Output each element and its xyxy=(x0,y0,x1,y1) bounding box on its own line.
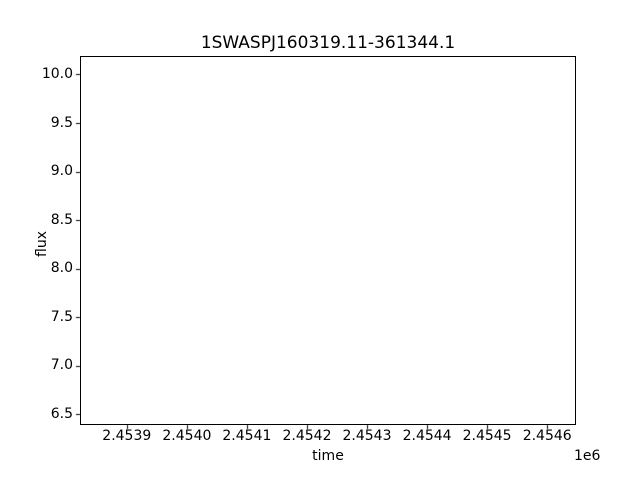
x-axis-offset-label: 1e6 xyxy=(574,448,601,464)
y-tick-label: 7.5 xyxy=(50,308,73,325)
x-tick-label: 2.4540 xyxy=(162,428,212,444)
x-tick-label: 2.4546 xyxy=(522,428,572,444)
x-tick-label: 2.4545 xyxy=(462,428,512,444)
y-tick-label: 8.0 xyxy=(50,260,73,277)
x-tick-label: 2.4543 xyxy=(342,428,392,444)
y-tick-label: 9.5 xyxy=(50,114,73,131)
y-tick-label: 6.5 xyxy=(50,405,73,422)
x-tick-label: 2.4541 xyxy=(222,428,272,444)
x-tick-label: 2.4544 xyxy=(402,428,452,444)
x-axis-label: time xyxy=(312,448,344,464)
x-tick-label: 2.4542 xyxy=(282,428,332,444)
y-tick-label: 7.0 xyxy=(50,357,73,374)
x-tick-label: 2.4539 xyxy=(102,428,152,444)
y-axis-label: flux xyxy=(34,231,50,257)
y-tick-label: 9.0 xyxy=(50,163,73,180)
plot-area xyxy=(80,56,576,425)
y-tick-label: 8.5 xyxy=(50,211,73,228)
y-tick-label: 10.0 xyxy=(41,65,73,82)
